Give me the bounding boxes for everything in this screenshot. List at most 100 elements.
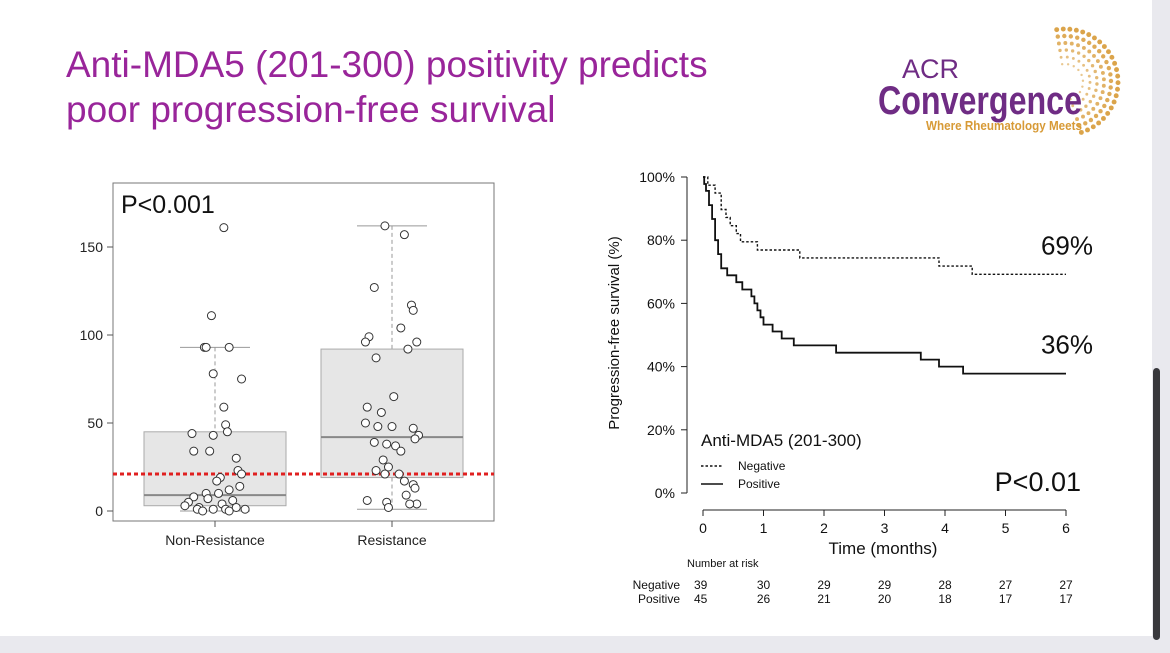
logo-dot	[1076, 101, 1080, 105]
logo-dot	[1078, 129, 1084, 135]
km-curves	[703, 176, 1066, 375]
km-x-tick-label: 6	[1062, 520, 1070, 536]
boxplot-point	[237, 374, 247, 384]
km-end-label-positive: 36%	[1041, 330, 1093, 360]
risk-value: 29	[817, 578, 831, 592]
logo-dot	[1115, 80, 1121, 86]
logo-dot	[1084, 104, 1088, 108]
boxplot-point	[198, 506, 208, 516]
risk-row-label: Negative	[633, 578, 681, 592]
km-x-axis-label: Time (months)	[829, 539, 938, 558]
boxplot-point	[389, 392, 399, 402]
km-y-tick-label: 60%	[647, 295, 675, 311]
risk-value: 17	[1059, 592, 1073, 606]
boxplot-point	[231, 502, 241, 512]
logo-dot	[1088, 117, 1094, 123]
logo-dot	[1108, 72, 1113, 77]
boxplot-point	[399, 230, 409, 240]
logo-dot	[1073, 27, 1079, 33]
boxplot-point	[394, 469, 404, 479]
logo-dot	[1100, 90, 1105, 95]
logo-dot	[1077, 68, 1080, 72]
boxplot-point	[376, 407, 386, 417]
km-y-tick-label: 80%	[647, 232, 675, 248]
logo-dot	[1095, 82, 1099, 86]
logo-dot	[1085, 127, 1090, 133]
logo-dot	[1097, 39, 1103, 45]
boxplot-box	[320, 348, 464, 479]
risk-value: 28	[938, 578, 952, 592]
boxplot-point	[410, 483, 420, 493]
logo-dot	[1086, 40, 1092, 46]
title-line-2: poor progression-free survival	[66, 89, 556, 130]
boxplot-point	[387, 422, 397, 432]
boxplot-point	[208, 504, 218, 514]
km-y-axis: 0% 20% 40% 60% 80% 100%	[639, 169, 688, 501]
logo-dot	[1055, 34, 1061, 39]
logo-dot	[1088, 99, 1092, 104]
logo-dot	[1090, 124, 1096, 130]
logo-dot	[1054, 27, 1060, 33]
boxplot-point	[189, 492, 199, 502]
logo-dot	[1087, 87, 1091, 90]
logo-dot	[1082, 54, 1086, 59]
logo-dot	[1081, 85, 1084, 88]
title-line-1: Anti-MDA5 (201-300) positivity predicts	[66, 44, 708, 85]
logo-dot	[1068, 34, 1074, 39]
risk-table: Negative 39 30 29 29 28 27 27 Positive 45 26 21 20 18…	[633, 578, 1073, 606]
boxplot-point	[380, 469, 390, 479]
logo-dot	[1104, 59, 1109, 65]
risk-value: 26	[757, 592, 771, 606]
logo-tagline: Where Rheumatology Meets	[926, 118, 1082, 133]
boxplot-point	[235, 481, 245, 491]
boxplot-point	[360, 418, 370, 428]
logo-dot	[1105, 97, 1110, 103]
logo-dot	[1074, 95, 1078, 98]
boxplot-point	[369, 282, 379, 292]
logo-dot	[1080, 73, 1083, 77]
km-p-value: P<0.01	[995, 467, 1081, 497]
km-legend: Negative Positive	[701, 459, 786, 491]
risk-value: 30	[757, 578, 771, 592]
boxplot-point	[401, 490, 411, 500]
logo-dot	[1107, 91, 1112, 97]
km-x-tick-label: 5	[1002, 520, 1010, 536]
logo-dot	[1100, 54, 1106, 59]
km-y-tick-label: 100%	[639, 169, 675, 185]
logo-dot	[1069, 97, 1072, 101]
logo-dot	[1083, 121, 1088, 126]
km-curve-negative	[703, 176, 1066, 275]
boxplot-point	[180, 501, 190, 511]
km-x-tick-label: 4	[941, 520, 949, 536]
logo-dot	[1067, 26, 1073, 32]
boxplot-point	[224, 506, 234, 516]
boxplot-point	[237, 469, 247, 479]
logo-dot	[1088, 80, 1092, 84]
logo-dot	[1086, 32, 1092, 38]
logo-dot	[1106, 65, 1112, 71]
risk-value: 18	[938, 592, 952, 606]
logo-dot	[1091, 94, 1096, 98]
logo-dot	[1108, 85, 1113, 90]
boxplot-point	[208, 430, 218, 440]
boxplot-point	[222, 427, 232, 437]
vertical-scrollbar[interactable]	[1153, 368, 1160, 640]
logo-dot	[1091, 35, 1097, 41]
boxplot-point	[212, 476, 222, 486]
logo-dot	[1098, 109, 1103, 114]
km-x-tick-label: 0	[699, 520, 707, 536]
risk-value: 21	[817, 592, 831, 606]
logo-dot	[1072, 65, 1075, 68]
logo-dot	[1056, 41, 1061, 46]
logo-dot	[1081, 37, 1086, 43]
risk-value: 45	[694, 592, 708, 606]
logo-dot	[1091, 106, 1096, 111]
logo-dot	[1098, 96, 1103, 101]
logo-dot	[1100, 116, 1106, 121]
logo-dot	[1076, 51, 1081, 55]
risk-value: 20	[878, 592, 892, 606]
logo-dot	[1101, 44, 1107, 49]
risk-value: 17	[999, 592, 1013, 606]
logo-dot	[1060, 26, 1066, 32]
logo-dot	[1101, 77, 1106, 82]
